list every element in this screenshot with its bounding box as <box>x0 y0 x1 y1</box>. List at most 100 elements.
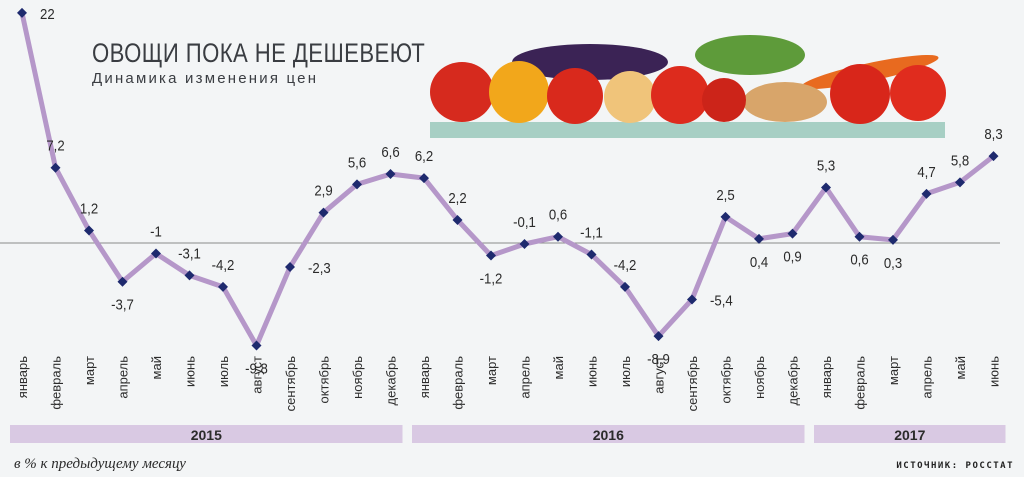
x-tick-label: январь <box>417 356 432 398</box>
x-tick-label: май <box>149 356 164 379</box>
data-point <box>787 228 798 239</box>
tomato-small <box>702 78 746 122</box>
tomato-middle <box>651 66 709 124</box>
data-label: -1,1 <box>580 224 603 241</box>
onion <box>604 71 656 123</box>
data-label: 5,6 <box>348 154 366 171</box>
year-label: 2016 <box>593 427 624 443</box>
data-label: 2,5 <box>716 186 734 203</box>
data-point <box>519 239 530 250</box>
data-point <box>218 281 228 292</box>
data-label: -0,1 <box>513 213 536 230</box>
x-tick-label: январь <box>819 356 834 398</box>
data-point <box>754 233 764 244</box>
potato <box>743 82 827 122</box>
yellow-pepper <box>489 61 549 123</box>
data-label: 0,3 <box>884 254 902 271</box>
eggplant <box>512 44 668 80</box>
x-tick-label: февраль <box>853 356 868 410</box>
data-label: 22 <box>40 5 55 22</box>
greens <box>695 35 805 75</box>
data-point <box>486 250 496 261</box>
x-tick-label: май <box>551 356 566 379</box>
data-point <box>151 248 161 259</box>
data-point <box>184 270 195 281</box>
x-tick-label: август <box>652 356 667 394</box>
year-band <box>10 425 403 443</box>
data-label: 0,9 <box>783 248 801 265</box>
data-point <box>50 162 61 173</box>
data-label: 0,6 <box>850 251 868 268</box>
data-point <box>955 177 965 188</box>
data-point <box>620 281 630 292</box>
tomato-left <box>547 68 603 124</box>
data-label: -4,2 <box>614 256 637 273</box>
data-label: -1,2 <box>480 270 503 287</box>
x-tick-label: март <box>484 356 499 385</box>
data-label: -5,4 <box>710 292 733 309</box>
x-tick-label: март <box>886 356 901 385</box>
x-tick-label: апрель <box>518 356 533 399</box>
data-point <box>352 179 362 190</box>
data-label: 6,6 <box>381 143 399 160</box>
data-label: -3,1 <box>178 245 201 262</box>
data-label: -1 <box>150 223 162 240</box>
data-label: 6,2 <box>415 147 433 164</box>
x-tick-label: август <box>250 356 265 394</box>
source-credit: ИСТОЧНИК: РОССТАТ <box>896 461 1014 471</box>
x-tick-label: октябрь <box>719 356 734 404</box>
x-tick-label: сентябрь <box>283 356 298 412</box>
data-point <box>687 294 697 305</box>
x-tick-label: июнь <box>987 356 1002 387</box>
x-tick-labels: январь февраль март апрель май июнь июль август… <box>15 356 1002 412</box>
series-line <box>19 10 996 348</box>
x-tick-label: сентябрь <box>685 356 700 412</box>
data-label: 2,2 <box>448 189 466 206</box>
data-label: 2,9 <box>314 182 332 199</box>
data-point <box>921 188 932 199</box>
data-labels: 22 7,2 1,2 -3,7 -1 -3,1 -4,2 -9,8 -2,3 2,9 5,6 6,6 6… <box>40 5 1003 377</box>
shelf <box>430 122 945 138</box>
data-point <box>821 182 831 193</box>
x-tick-label: июль <box>618 356 633 387</box>
x-tick-label: март <box>82 356 97 385</box>
x-tick-label: май <box>953 356 968 379</box>
data-label: -9,8 <box>245 360 268 377</box>
x-tick-label: декабрь <box>786 356 801 406</box>
data-point <box>419 173 429 184</box>
x-tick-label: октябрь <box>317 356 332 404</box>
data-label: -8,9 <box>647 350 670 367</box>
units-footnote: в % к предыдущему месяцу <box>14 456 186 472</box>
data-point <box>586 249 597 260</box>
data-label: 8,3 <box>984 125 1002 142</box>
x-tick-label: февраль <box>451 356 466 410</box>
data-label: 1,2 <box>80 200 98 217</box>
data-point <box>988 151 999 162</box>
data-label: -4,2 <box>212 256 235 273</box>
chart-subtitle: Динамика изменения цен <box>92 70 319 87</box>
year-band <box>814 425 1006 443</box>
data-point <box>452 214 463 225</box>
tomato-right <box>830 64 890 124</box>
x-tick-label: апрель <box>920 356 935 399</box>
chart-title: ОВОЩИ ПОКА НЕ ДЕШЕВЕЮТ <box>92 38 426 68</box>
data-point <box>720 211 731 222</box>
year-bands: 2015 2016 2017 <box>10 425 1006 443</box>
data-point <box>84 225 94 236</box>
year-label: 2017 <box>894 427 925 443</box>
data-point <box>251 340 262 351</box>
data-point <box>385 168 396 179</box>
data-point <box>553 231 563 242</box>
data-label: -3,7 <box>111 296 134 313</box>
x-tick-label: ноябрь <box>752 356 767 399</box>
data-label: 0,6 <box>549 206 567 223</box>
data-point <box>117 276 128 287</box>
data-label: 5,3 <box>817 157 835 174</box>
x-tick-label: ноябрь <box>350 356 365 399</box>
data-label: -2,3 <box>308 259 331 276</box>
data-markers <box>17 7 999 351</box>
x-tick-label: июнь <box>585 356 600 387</box>
x-tick-label: апрель <box>116 356 131 399</box>
data-point <box>318 207 329 218</box>
